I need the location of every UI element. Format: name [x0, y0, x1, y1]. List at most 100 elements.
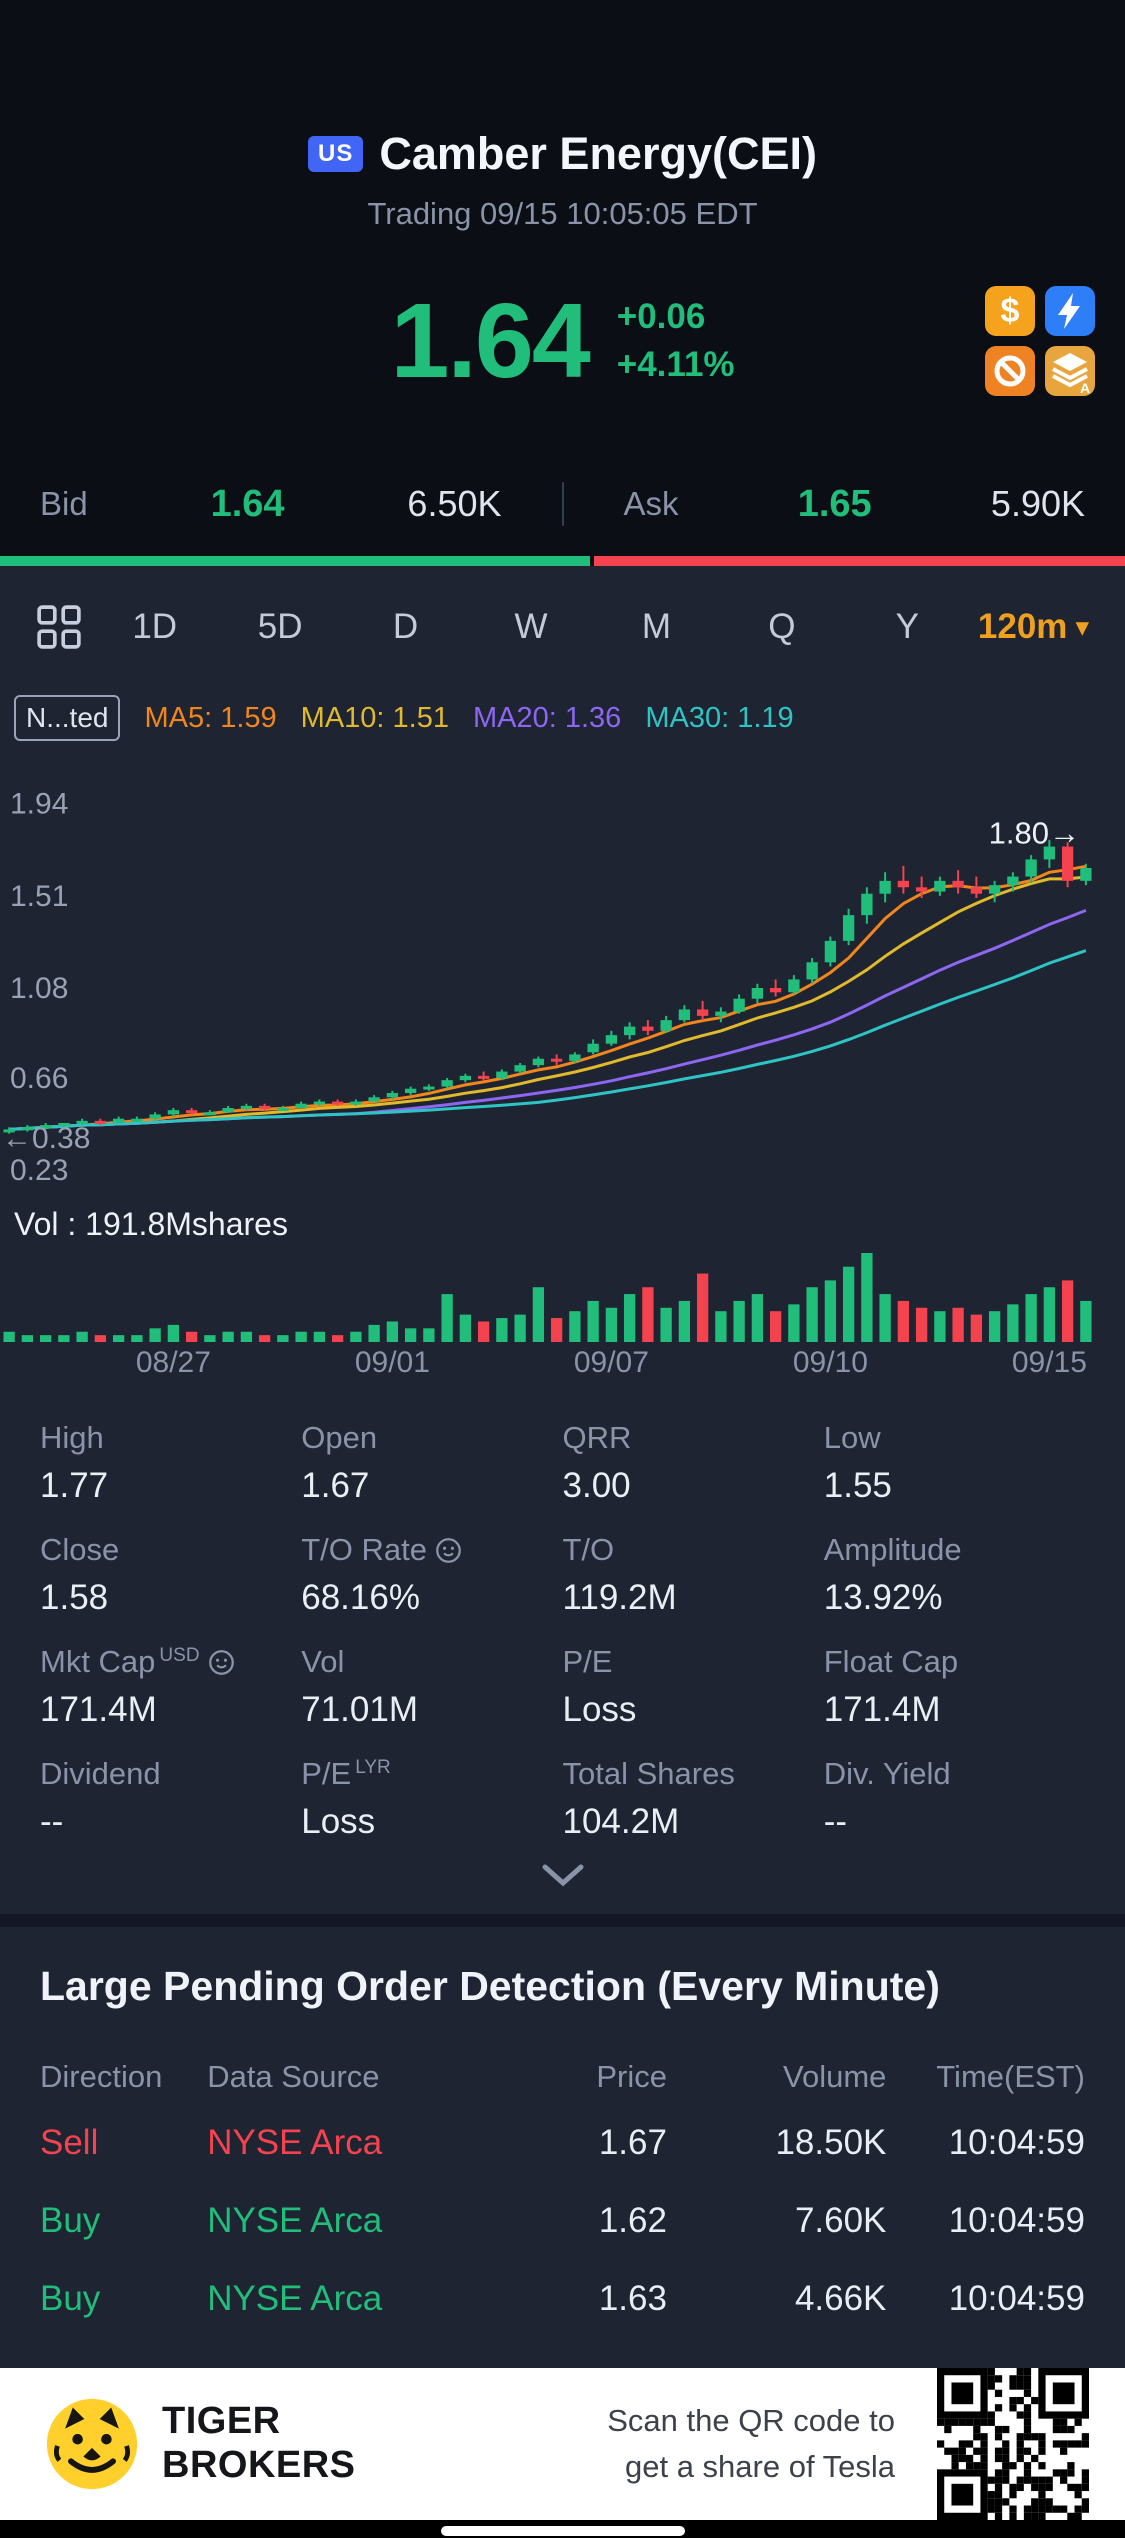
layers-badge-icon[interactable]: A — [1045, 346, 1095, 396]
volume-bar — [350, 1331, 362, 1342]
stat-value: 71.01M — [301, 1690, 418, 1729]
dollar-badge-icon[interactable]: $ — [985, 286, 1035, 336]
interval-selector[interactable]: 120m ▾ — [978, 607, 1089, 647]
volume-chart[interactable] — [0, 1247, 1125, 1342]
orders-col-volume: Volume — [783, 2059, 887, 2095]
volume-bar — [313, 1331, 326, 1342]
volume-bar — [204, 1335, 216, 1342]
ask-block[interactable]: Ask 1.65 5.90K — [564, 483, 1086, 526]
volume-bar — [277, 1335, 289, 1342]
volume-bar — [222, 1331, 234, 1342]
candlestick-chart[interactable]: 1.94 1.51 1.08 0.66 0.23←0.38 1.80→ — [0, 748, 1125, 1198]
stat-dividend: Dividend -- — [40, 1756, 301, 1842]
chart-legend: N...ted MA5: 1.59 MA10: 1.51 MA20: 1.36 MA3… — [0, 694, 1125, 742]
candle — [861, 893, 873, 916]
volume-bar — [769, 1311, 782, 1342]
volume-bar — [824, 1280, 837, 1342]
stat-high: High 1.77 — [40, 1420, 301, 1506]
stat-label: Dividend — [40, 1756, 161, 1791]
chart-grid-icon[interactable] — [36, 604, 82, 650]
adjust-mode-button[interactable]: N...ted — [14, 695, 121, 741]
info-icon[interactable] — [435, 1537, 462, 1564]
latest-price-marker[interactable]: 1.80→ — [989, 816, 1080, 851]
candle — [1061, 846, 1074, 881]
stat-label: Div. Yield — [823, 1756, 951, 1791]
price-change-pct: +4.11% — [616, 345, 735, 384]
candle — [496, 1071, 508, 1078]
tiger-logo — [46, 2398, 138, 2490]
candle — [477, 1075, 490, 1079]
svg-text:A: A — [1080, 380, 1090, 395]
price-change-block: +0.06 +4.11% — [617, 297, 735, 385]
volume-bar — [386, 1321, 399, 1342]
stats-expander[interactable] — [0, 1842, 1125, 1914]
tab-y[interactable]: Y — [895, 607, 919, 646]
y-axis-label: 1.08 — [10, 972, 68, 1005]
tab-list: 1D 5D D W M Q Y — [92, 607, 970, 647]
stat-value: Loss — [562, 1690, 637, 1729]
stat-value: 119.2M — [562, 1578, 677, 1617]
stat-open: Open 1.67 — [301, 1420, 562, 1506]
candle — [1080, 868, 1092, 881]
ask-price: 1.65 — [797, 482, 872, 525]
trading-status: Trading 09/15 10:05:05 EDT — [367, 196, 758, 231]
tab-q[interactable]: Q — [768, 607, 796, 646]
order-time: 10:04:59 — [948, 2279, 1085, 2319]
candle — [1007, 876, 1019, 886]
lightning-badge-icon[interactable] — [1045, 286, 1095, 336]
ask-label: Ask — [623, 485, 679, 522]
bid-block[interactable]: Bid 1.64 6.50K — [40, 483, 562, 526]
candle — [3, 1129, 15, 1133]
candle — [696, 1009, 709, 1016]
volume-bar — [751, 1294, 764, 1342]
candle — [204, 1112, 216, 1116]
order-price: 1.62 — [598, 2201, 667, 2241]
order-source: NYSE Arca — [207, 2123, 383, 2163]
tab-m[interactable]: M — [641, 607, 671, 646]
orders-col-time-est-: Time(EST) — [936, 2059, 1085, 2095]
stats-grid: High 1.77 Open 1.67 QRR 3.00 Low 1.55 Close 1.58 T… — [0, 1386, 1125, 1842]
orders-col-direction: Direction — [40, 2059, 163, 2095]
candle — [423, 1086, 435, 1090]
volume-bar — [678, 1300, 691, 1342]
order-volume: 4.66K — [794, 2279, 887, 2319]
volume-bar — [477, 1321, 490, 1342]
tab-w[interactable]: W — [514, 607, 548, 646]
promo-text: Scan the QR code to get a share of Tesla — [607, 2398, 895, 2491]
volume-bar — [660, 1307, 672, 1342]
info-icon[interactable] — [208, 1649, 235, 1676]
stat-label: Vol — [301, 1644, 345, 1679]
stat-t-o-rate: T/O Rate 68.16% — [301, 1532, 562, 1618]
volume-bar — [861, 1253, 873, 1342]
candle — [751, 988, 764, 999]
stat-label: Open — [301, 1420, 378, 1455]
tab-d[interactable]: D — [392, 607, 419, 646]
stat-p-e: P/E LYR Loss — [301, 1756, 562, 1842]
candle — [587, 1043, 599, 1053]
order-source: NYSE Arca — [207, 2201, 383, 2241]
volume-bar — [532, 1287, 545, 1342]
candle — [167, 1110, 180, 1115]
stat-label: High — [40, 1420, 104, 1455]
brand-name: TIGER BROKERS — [162, 2400, 356, 2487]
candle — [76, 1120, 88, 1124]
candle — [222, 1108, 234, 1113]
feature-badges: $ A — [985, 286, 1095, 396]
home-indicator[interactable] — [440, 2526, 685, 2537]
bid-ask-row: Bid 1.64 6.50K Ask 1.65 5.90K — [0, 472, 1125, 536]
tab-5d[interactable]: 5D — [257, 607, 303, 646]
no-short-badge-icon[interactable] — [985, 346, 1035, 396]
candle — [185, 1110, 198, 1114]
candle — [149, 1114, 161, 1119]
stat-value: 171.4M — [40, 1690, 157, 1729]
volume-label: Vol : 191.8Mshares — [14, 1206, 288, 1242]
section-title: Large Pending Order Detection (Every Min… — [40, 1963, 940, 2010]
candle — [824, 940, 837, 963]
candle — [769, 988, 782, 993]
candle — [569, 1054, 581, 1061]
ask-ratio-fill — [593, 556, 1125, 566]
tab-1d[interactable]: 1D — [132, 607, 178, 646]
order-source: NYSE Arca — [207, 2279, 383, 2319]
prev-close-marker[interactable]: ←0.38 — [2, 1122, 90, 1155]
